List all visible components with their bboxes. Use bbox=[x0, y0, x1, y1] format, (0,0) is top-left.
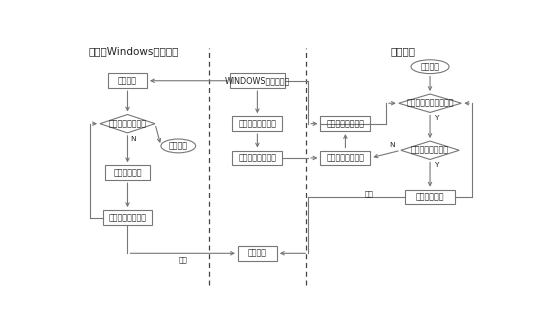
Ellipse shape bbox=[161, 139, 195, 153]
Text: 服务监听: 服务监听 bbox=[118, 76, 137, 85]
FancyBboxPatch shape bbox=[230, 73, 285, 88]
FancyBboxPatch shape bbox=[233, 116, 282, 131]
FancyBboxPatch shape bbox=[233, 150, 282, 165]
Text: N: N bbox=[130, 136, 136, 142]
Text: 被监控Windows服务程序: 被监控Windows服务程序 bbox=[88, 46, 179, 56]
Text: 发送服务中止信号: 发送服务中止信号 bbox=[239, 153, 276, 162]
Text: 监控程序: 监控程序 bbox=[390, 46, 415, 56]
Text: 删除: 删除 bbox=[365, 190, 373, 197]
Text: 存在指定种子文件: 存在指定种子文件 bbox=[411, 146, 449, 155]
Ellipse shape bbox=[411, 60, 449, 74]
Text: 启动服务: 启动服务 bbox=[420, 62, 440, 71]
Text: N: N bbox=[390, 142, 395, 148]
FancyBboxPatch shape bbox=[321, 116, 370, 131]
Text: 发送服务中止信号: 发送服务中止信号 bbox=[327, 153, 364, 162]
Text: 生成: 生成 bbox=[179, 256, 187, 263]
Text: 程序运行框架: 程序运行框架 bbox=[113, 168, 142, 177]
Text: 停止服务: 停止服务 bbox=[169, 141, 188, 150]
Polygon shape bbox=[399, 94, 461, 113]
Polygon shape bbox=[100, 115, 155, 133]
FancyBboxPatch shape bbox=[108, 73, 147, 88]
Text: WINDOWS服务控制器: WINDOWS服务控制器 bbox=[225, 76, 290, 85]
Text: 发送服务启动信号: 发送服务启动信号 bbox=[239, 119, 276, 128]
FancyBboxPatch shape bbox=[321, 150, 370, 165]
Text: 删除种子文件: 删除种子文件 bbox=[416, 193, 444, 202]
FancyBboxPatch shape bbox=[238, 246, 277, 261]
Polygon shape bbox=[401, 141, 459, 159]
Text: 达到设定监控时间间隔: 达到设定监控时间间隔 bbox=[406, 99, 454, 108]
Text: 收到服务中止信号: 收到服务中止信号 bbox=[109, 119, 146, 128]
Text: 定时创建种子文件: 定时创建种子文件 bbox=[109, 213, 146, 222]
FancyBboxPatch shape bbox=[105, 165, 150, 180]
Text: 种子文件: 种子文件 bbox=[248, 249, 267, 258]
Text: 发送服务启动信号: 发送服务启动信号 bbox=[327, 119, 364, 128]
Text: Y: Y bbox=[434, 162, 438, 168]
FancyBboxPatch shape bbox=[405, 190, 455, 205]
Text: Y: Y bbox=[434, 115, 438, 121]
FancyBboxPatch shape bbox=[103, 210, 152, 225]
